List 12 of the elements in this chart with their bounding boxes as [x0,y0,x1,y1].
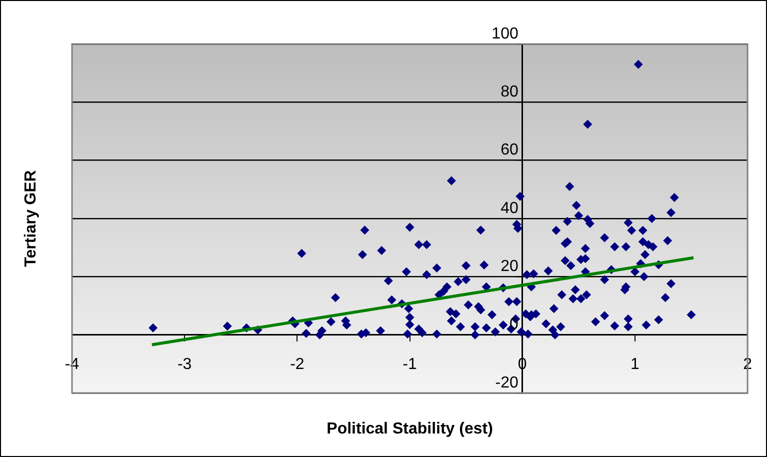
y-tick-label: -20 [495,374,518,392]
x-tick-label: 1 [630,356,640,373]
x-tick-label: -3 [177,356,192,373]
y-tick-label: 20 [500,258,518,276]
y-tick-label: 100 [492,25,518,42]
x-tick-label: -1 [402,356,417,373]
y-axis-title: Tertiary GER [22,170,40,267]
x-tick-label: -2 [290,356,304,373]
y-tick-label: 80 [500,84,518,101]
y-tick-label: 40 [500,200,518,217]
x-axis-title: Political Stability (est) [326,420,493,438]
y-tick-label: 60 [500,142,518,159]
